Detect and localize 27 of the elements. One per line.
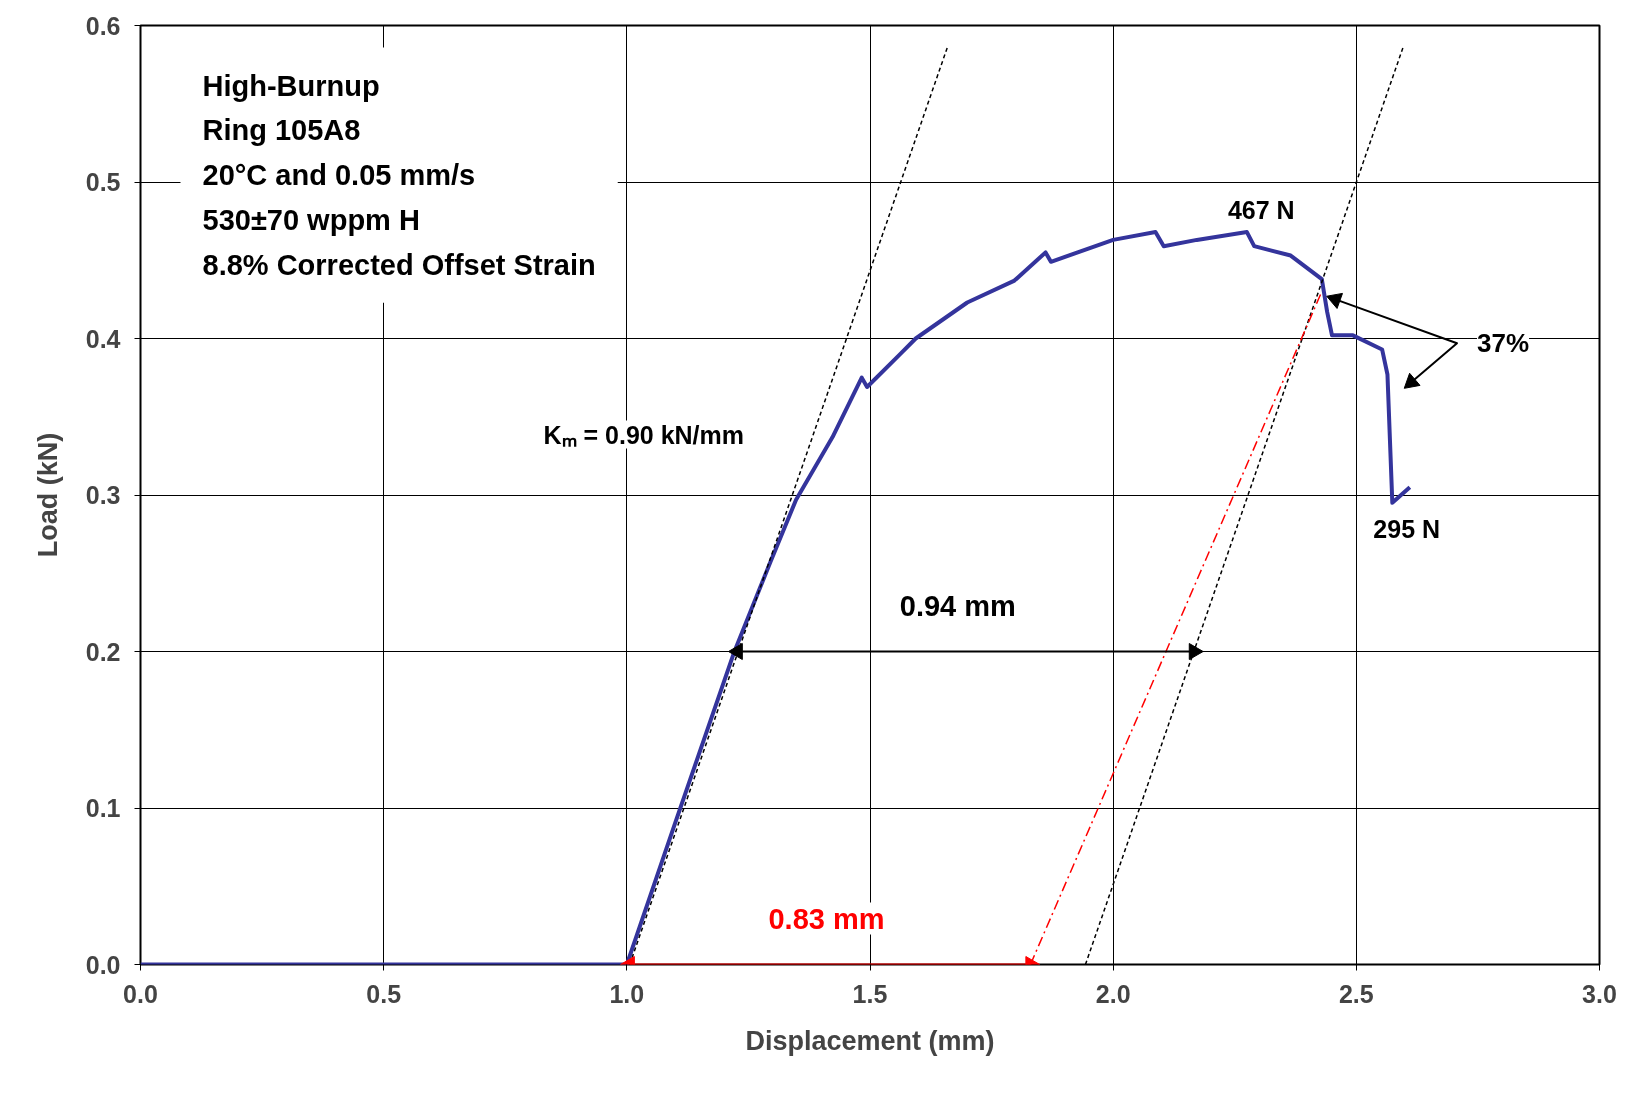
annotation: 20°C and 0.05 mm/s xyxy=(202,159,476,192)
annotation: High-Burnup xyxy=(202,69,380,102)
annotation: 8.8% Corrected Offset Strain xyxy=(202,248,596,281)
x-tick-label: 1.0 xyxy=(609,979,645,1008)
x-tick-label: 2.0 xyxy=(1095,979,1131,1008)
y-tick-label: 0.4 xyxy=(85,324,121,353)
annotation: 530±70 wppm H xyxy=(202,203,420,236)
annotation: Kₘ = 0.90 kN/mm xyxy=(543,420,745,449)
x-tick-label: 3.0 xyxy=(1582,979,1617,1008)
y-tick-label: 0.1 xyxy=(85,794,121,822)
annotation: Ring 105A8 xyxy=(202,114,361,147)
annotation: 0.94 mm xyxy=(899,589,1016,622)
x-tick-label: 0.5 xyxy=(366,979,402,1008)
y-tick-label: 0.3 xyxy=(85,481,121,509)
annotation: 37% xyxy=(1477,328,1530,359)
x-axis-title: Displacement (mm) xyxy=(745,1025,995,1056)
y-tick-label: 0.0 xyxy=(85,950,121,979)
annotation: 467 N xyxy=(1227,196,1295,225)
y-axis-title: Load (kN) xyxy=(32,432,63,558)
annotation: 0.83 mm xyxy=(768,902,885,935)
y-tick-label: 0.6 xyxy=(85,11,121,40)
x-tick-label: 2.5 xyxy=(1338,979,1374,1008)
y-tick-label: 0.5 xyxy=(85,168,121,196)
annotation: 295 N xyxy=(1373,514,1441,543)
x-tick-label: 1.5 xyxy=(852,979,888,1008)
x-tick-label: 0.0 xyxy=(123,979,158,1008)
y-tick-label: 0.2 xyxy=(85,637,121,666)
